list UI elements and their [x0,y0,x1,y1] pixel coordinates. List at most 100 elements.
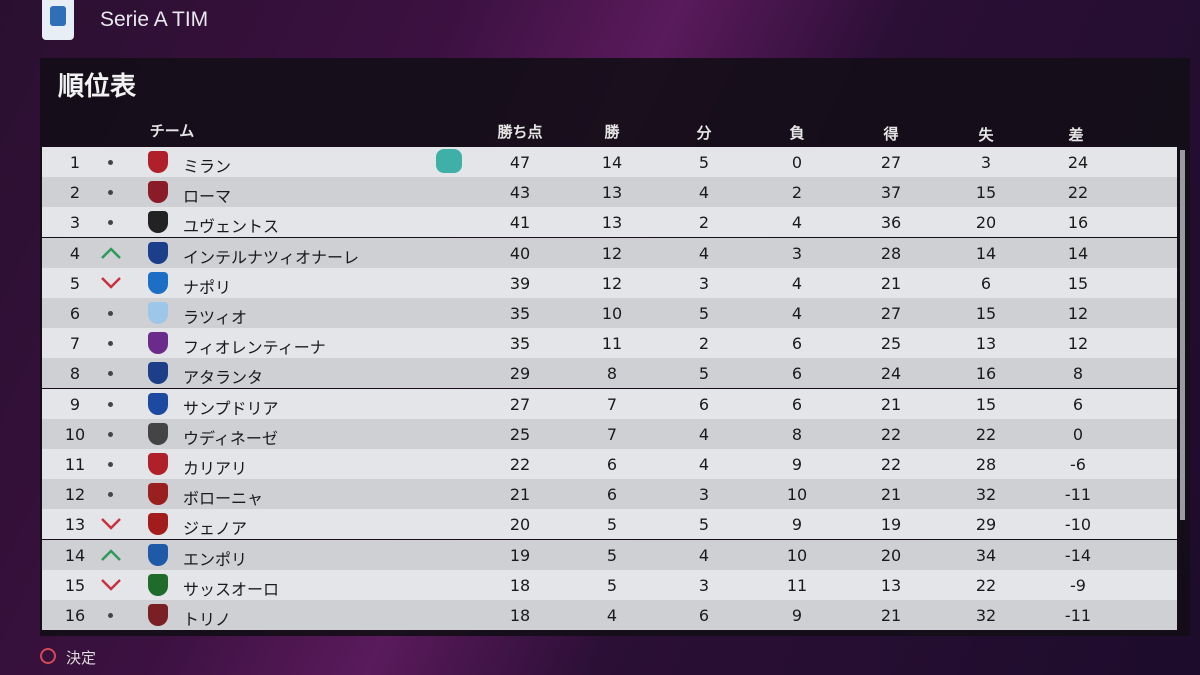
stat-5: 20 [975,213,997,233]
standing-row[interactable]: 2 ローマ 43 13 4 2 37 15 22 [42,177,1177,208]
standing-row[interactable]: 16 トリノ 18 4 6 9 21 32 -11 [42,600,1177,630]
stat-1: 5 [606,575,618,595]
stat-5: 29 [975,515,997,535]
trend-same [108,160,113,165]
stat-4: 22 [880,424,902,444]
team-crest [148,543,168,566]
page-title: 順位表 [58,72,137,102]
team-crest [148,211,168,234]
stat-4: 36 [880,213,902,233]
stat-6: -11 [1064,485,1092,505]
standing-row[interactable]: 9 サンプドリア 27 7 6 6 21 15 6 [42,388,1177,419]
team-crest [148,271,168,294]
stat-6: -10 [1064,515,1092,535]
trend-up [101,246,121,259]
stat-3: 10 [786,485,808,505]
standing-row[interactable]: 4 インテルナツィオナーレ 40 12 4 3 28 14 14 [42,237,1177,268]
standing-row[interactable]: 14 エンポリ 19 5 4 10 20 34 -14 [42,539,1177,570]
stat-1: 13 [601,213,623,233]
stat-5: 6 [980,273,992,293]
stat-0: 43 [509,183,531,203]
stat-2: 4 [698,545,710,565]
standing-row[interactable]: 6 ラツィオ 35 10 5 4 27 15 12 [42,298,1177,328]
rank: 11 [64,455,86,474]
standing-row[interactable]: 11 カリアリ 22 6 4 9 22 28 -6 [42,449,1177,479]
standing-row[interactable]: 7 フィオレンティーナ 35 11 2 6 25 13 12 [42,328,1177,359]
stat-6: -14 [1064,545,1092,565]
standing-row[interactable]: 15 サッスオーロ 18 5 3 11 13 22 -9 [42,569,1177,600]
trend-same [108,341,113,347]
team-name: エンポリ [183,549,248,569]
stat-4: 20 [880,545,902,565]
team-crest [148,181,168,204]
stat-0: 25 [509,424,531,444]
stat-0: 41 [509,213,531,233]
column-header: 得 [883,125,899,143]
rank: 5 [69,273,81,293]
stat-2: 2 [698,213,710,233]
stat-1: 6 [606,455,618,474]
standing-row[interactable]: 1 ミラン 47 14 5 0 27 3 24 [42,147,1177,177]
stat-3: 8 [791,424,803,444]
column-header: チーム [149,122,195,140]
stat-6: 12 [1067,304,1089,323]
stat-3: 9 [791,455,803,474]
confirm-hint[interactable]: 決定 [66,649,97,667]
team-name: ボローニャ [183,489,264,509]
stat-3: 11 [786,575,808,595]
stat-4: 22 [880,455,902,474]
team-name: ミラン [183,157,232,176]
stat-6: 6 [1072,394,1084,414]
stat-0: 47 [509,153,531,172]
stat-5: 32 [975,606,997,625]
stat-4: 24 [880,364,902,384]
stat-5: 15 [975,394,997,414]
top-bar: Serie A TIM [0,0,1200,58]
stat-2: 5 [698,515,710,535]
stat-3: 9 [791,515,803,535]
standing-row[interactable]: 5 ナポリ 39 12 3 4 21 6 15 [42,267,1177,298]
stat-1: 10 [601,304,623,323]
stat-2: 6 [698,394,710,414]
stat-6: 0 [1072,424,1084,444]
team-crest [148,604,168,626]
stat-2: 3 [698,575,710,595]
trend-down [101,518,121,531]
stat-4: 25 [880,334,902,354]
stat-0: 22 [509,455,531,474]
standing-row[interactable]: 8 アタランタ 29 8 5 6 24 16 8 [42,358,1177,389]
stat-0: 35 [509,334,531,354]
stat-3: 3 [791,243,803,263]
stat-6: 15 [1067,273,1089,293]
scrollbar[interactable] [1180,150,1185,520]
standing-row[interactable]: 10 ウディネーゼ 25 7 4 8 22 22 0 [42,418,1177,449]
standing-row[interactable]: 13 ジェノア 20 5 5 9 19 29 -10 [42,509,1177,540]
stat-6: -11 [1064,606,1092,625]
standing-row[interactable]: 12 ボローニャ 21 6 3 10 21 32 -11 [42,479,1177,510]
league-logo [42,0,74,40]
team-name: ユヴェントス [183,217,280,237]
stat-3: 4 [791,213,803,233]
team-crest [148,573,168,596]
standing-row[interactable]: 3 ユヴェントス 41 13 2 4 36 20 16 [42,207,1177,238]
stat-5: 34 [975,545,997,565]
rank: 13 [64,515,86,535]
stat-1: 8 [606,364,618,384]
rank: 1 [69,153,81,172]
user-controller-icon [436,149,462,173]
stat-0: 39 [509,273,531,293]
stat-6: 16 [1067,213,1089,233]
stat-2: 4 [698,424,710,444]
rank: 8 [69,364,81,384]
stat-1: 11 [601,334,623,354]
rank: 2 [69,183,81,203]
column-header: 負 [789,124,805,143]
team-crest [148,362,168,385]
column-header: 勝ち点 [497,122,543,141]
stat-4: 27 [880,153,902,172]
stat-6: 24 [1067,153,1089,172]
stat-2: 3 [698,273,710,293]
rank: 9 [69,394,81,414]
rank: 7 [69,334,81,354]
